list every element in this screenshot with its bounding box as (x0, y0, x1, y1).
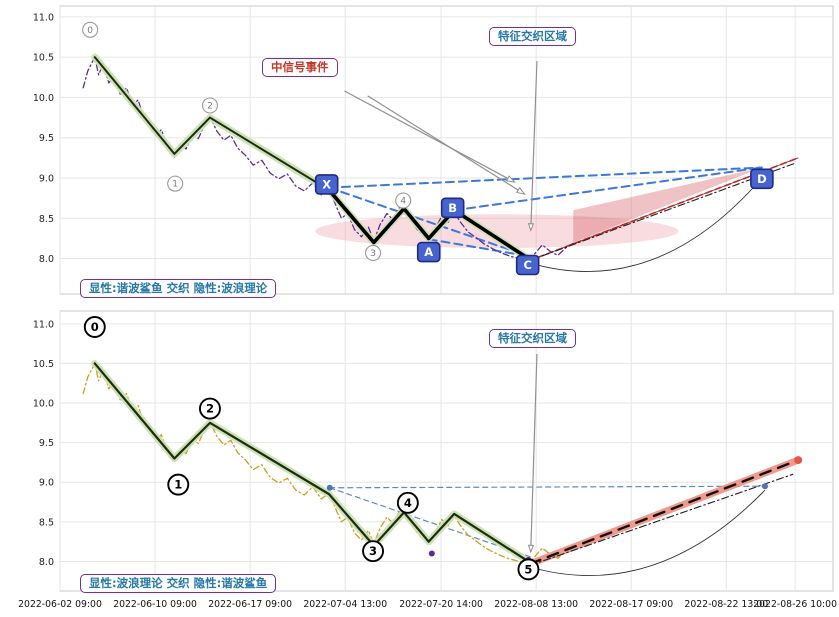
y-tick-label: 8.0 (39, 557, 54, 568)
marker-dot (326, 484, 333, 491)
projection-dashdot (529, 473, 794, 566)
pattern-point-text: X (322, 177, 331, 191)
feature-region-label-upper: 特征交织区域 (489, 27, 576, 46)
y-tick-label: 10.5 (33, 53, 54, 64)
pattern-line-XC (328, 186, 530, 258)
upper-panel-svg: 8.0 8.5 9.0 9.5 10.0 10.5 11.0 0 1 2 3 4 X A B C D (33, 5, 834, 295)
y-tick-label: 9.0 (39, 173, 54, 184)
pattern-line-AC (427, 238, 530, 258)
annotation-arrow-head (527, 223, 535, 232)
pattern-point-box (314, 174, 339, 195)
pattern-point-text: A (424, 245, 433, 259)
y-tick-label: 10.5 (33, 359, 54, 370)
x-tick-label: 2022-08-26 10:00 (753, 599, 837, 610)
wave-number-text: 0 (87, 26, 93, 36)
pattern-line-XD (328, 166, 763, 189)
wave-number-circle-small (201, 97, 219, 114)
x-tick-label: 2022-08-22 13:00 (684, 599, 769, 610)
wave-number-circle-small (167, 175, 184, 192)
projection-dashdot (527, 162, 795, 262)
wave-number-circle-large (362, 540, 385, 563)
wave-number-circle-large (396, 491, 419, 514)
x-tick-label: 2022-06-10 09:00 (113, 599, 197, 610)
retrace-guide-2 (329, 485, 766, 489)
signal-event-label: 中信号事件 (262, 58, 338, 77)
wave-number-text: 4 (404, 496, 412, 510)
wave-number-text: 2 (206, 402, 214, 416)
pattern-point-text: B (448, 201, 457, 215)
wave-number-circle-large (199, 397, 221, 420)
wave-number-text: 5 (524, 562, 532, 576)
pattern-point-text: C (523, 258, 531, 272)
x-tick-label: 2022-06-17 09:00 (208, 599, 293, 610)
pattern-point-text: D (757, 172, 767, 186)
wave-number-text: 1 (174, 478, 182, 492)
annotation-arrow-shaft (530, 353, 538, 552)
y-tick-label: 9.0 (39, 478, 54, 489)
wave-number-circle-small (365, 244, 382, 261)
y-tick-label: 9.5 (39, 438, 54, 449)
wave-number-circle-small (395, 192, 412, 209)
x-tick-label: 2022-07-04 13:00 (303, 599, 388, 610)
shark-legs-bold (327, 188, 531, 261)
price-line-dashdot (82, 362, 574, 565)
arc-guide (528, 177, 763, 272)
pattern-point-box (416, 241, 441, 263)
legend-upper: 显性:谐波鲨鱼 交织 隐性:波浪理论 (80, 279, 277, 298)
wave-number-text: 2 (207, 101, 213, 111)
wave-number-text: 3 (370, 249, 376, 259)
feature-region-label-lower: 特征交织区域 (489, 329, 576, 348)
marker-dot (428, 550, 435, 557)
wave-number-text: 0 (91, 320, 99, 334)
pattern-point-box (750, 168, 774, 190)
y-tick-label: 8.0 (39, 254, 54, 265)
x-tick-label: 2022-07-20 14:00 (399, 599, 483, 610)
highlight-wedge (573, 167, 762, 243)
wave-number-text: 4 (400, 197, 406, 207)
pattern-point-box (515, 254, 540, 276)
marker-dot (794, 456, 803, 465)
y-tick-label: 10.0 (33, 399, 54, 410)
wave-number-circle-small (82, 21, 99, 38)
annotation-arrow-shaft (344, 90, 515, 183)
lower-panel-svg: 8.0 8.5 9.0 9.5 10.0 10.5 11.0 0 1 2 3 4 5 (33, 310, 834, 592)
wave-number-text: 3 (369, 544, 377, 558)
annotation-arrow-shaft (367, 95, 525, 195)
y-tick-label: 9.5 (39, 133, 54, 144)
wave-number-text: 1 (172, 180, 178, 190)
wave-number-circle-large (517, 558, 540, 581)
annotation-arrow-head (505, 175, 516, 183)
y-tick-label: 11.0 (33, 319, 54, 330)
pattern-point-box (440, 197, 465, 219)
impulse-projection-dashed (528, 458, 800, 566)
plot-area (59, 310, 834, 592)
annotation-arrow-head (527, 544, 535, 554)
wave-number-circle-large (167, 473, 190, 496)
arc-guide (529, 489, 766, 577)
plot-area (59, 5, 834, 295)
annotation-arrow-head (515, 186, 526, 195)
y-tick-label: 10.0 (33, 93, 54, 104)
x-tick-label: 2022-06-02 09:00 (18, 599, 102, 610)
annotation-arrow-shaft (530, 61, 538, 231)
pattern-line-BD (453, 166, 763, 212)
y-tick-label: 11.0 (33, 12, 54, 23)
x-axis: 2022-06-02 09:00 2022-06-10 09:00 2022-06-… (0, 599, 839, 617)
y-tick-label: 8.5 (39, 214, 54, 225)
y-tick-label: 8.5 (39, 517, 54, 528)
wave-number-circle-large (83, 316, 106, 338)
legend-lower: 显性:波浪理论 交织 隐性:谐波鲨鱼 (80, 574, 277, 593)
x-tick-label: 2022-08-08 13:00 (494, 599, 579, 610)
marker-dot (761, 483, 768, 490)
x-tick-label: 2022-08-17 09:00 (589, 599, 674, 610)
